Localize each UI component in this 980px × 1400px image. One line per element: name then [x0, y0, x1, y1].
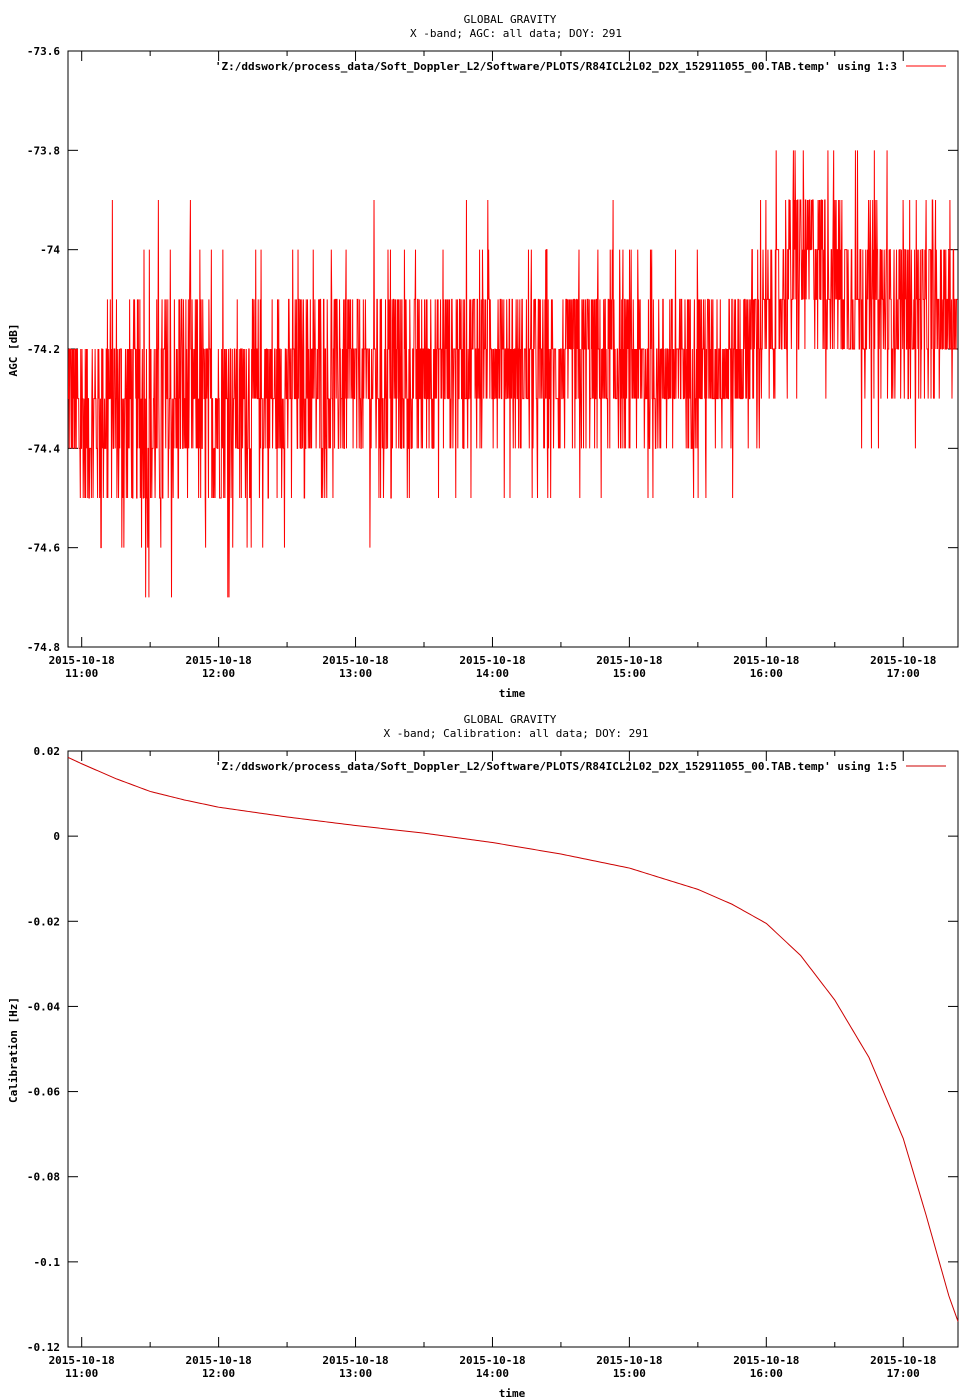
calibration-xtick-time: 14:00 [476, 1367, 509, 1380]
agc-chart-xlabel: time [499, 687, 526, 700]
calibration-plot-frame [67, 750, 959, 1348]
calibration-series-line [67, 756, 959, 1322]
calibration-ytick-label: 0.02 [34, 745, 61, 758]
agc-chart-title: GLOBAL GRAVITY [464, 13, 557, 26]
agc-chart-legend-label: 'Z:/ddswork/process_data/Soft_Doppler_L2… [215, 60, 897, 73]
agc-chart-ylabel: AGC [dB] [7, 324, 20, 377]
calibration-xtick-date: 2015-10-18 [322, 1354, 388, 1367]
agc-chart-panel: GLOBAL GRAVITY X -band; AGC: all data; D… [7, 13, 959, 700]
agc-xtick-time: 16:00 [750, 667, 783, 680]
agc-ytick-label: -74.4 [27, 442, 60, 455]
agc-ytick-label: -74.2 [27, 343, 60, 356]
agc-xtick-time: 15:00 [613, 667, 646, 680]
calibration-ytick-label: -0.04 [27, 1000, 60, 1013]
calibration-xtick-time: 17:00 [887, 1367, 920, 1380]
agc-xtick-date: 2015-10-18 [596, 654, 662, 667]
agc-xtick-date: 2015-10-18 [459, 654, 525, 667]
calibration-chart-subtitle: X -band; Calibration: all data; DOY: 291 [384, 727, 649, 740]
agc-series-line [67, 150, 958, 598]
calibration-ytick-label: -0.12 [27, 1341, 60, 1354]
calibration-chart-xlabel: time [499, 1387, 526, 1400]
calibration-xtick-time: 11:00 [65, 1367, 98, 1380]
calibration-xtick-date: 2015-10-18 [49, 1354, 115, 1367]
calibration-xtick-date: 2015-10-18 [870, 1354, 936, 1367]
agc-xtick-date: 2015-10-18 [49, 654, 115, 667]
calibration-chart-legend-label: 'Z:/ddswork/process_data/Soft_Doppler_L2… [215, 760, 897, 773]
calibration-xtick-time: 12:00 [202, 1367, 235, 1380]
calibration-xtick-time: 16:00 [750, 1367, 783, 1380]
calibration-ytick-label: -0.06 [27, 1086, 60, 1099]
calibration-xtick-date: 2015-10-18 [185, 1354, 251, 1367]
calibration-chart-title: GLOBAL GRAVITY [464, 713, 557, 726]
calibration-ytick-label: 0 [53, 830, 60, 843]
calibration-xtick-date: 2015-10-18 [596, 1354, 662, 1367]
agc-chart-subtitle: X -band; AGC: all data; DOY: 291 [410, 27, 622, 40]
calibration-xtick-date: 2015-10-18 [733, 1354, 799, 1367]
agc-xtick-date: 2015-10-18 [322, 654, 388, 667]
agc-ytick-label: -73.6 [27, 45, 60, 58]
calibration-ytick-label: -0.1 [34, 1256, 61, 1269]
agc-xtick-date: 2015-10-18 [733, 654, 799, 667]
calibration-chart-ylabel: Calibration [Hz] [7, 997, 20, 1103]
agc-xtick-time: 17:00 [887, 667, 920, 680]
calibration-chart-panel: GLOBAL GRAVITY X -band; Calibration: all… [7, 713, 959, 1400]
agc-ytick-label: -74.6 [27, 542, 60, 555]
agc-ytick-label: -74 [40, 244, 60, 257]
calibration-ytick-label: -0.02 [27, 915, 60, 928]
agc-ytick-label: -73.8 [27, 144, 60, 157]
agc-ytick-label: -74.8 [27, 641, 60, 654]
agc-xtick-date: 2015-10-18 [185, 654, 251, 667]
agc-xtick-time: 14:00 [476, 667, 509, 680]
agc-xtick-time: 13:00 [339, 667, 372, 680]
agc-xtick-date: 2015-10-18 [870, 654, 936, 667]
agc-xtick-time: 12:00 [202, 667, 235, 680]
agc-xtick-time: 11:00 [65, 667, 98, 680]
calibration-xtick-time: 15:00 [613, 1367, 646, 1380]
calibration-xtick-time: 13:00 [339, 1367, 372, 1380]
calibration-xtick-date: 2015-10-18 [459, 1354, 525, 1367]
calibration-ytick-label: -0.08 [27, 1171, 60, 1184]
